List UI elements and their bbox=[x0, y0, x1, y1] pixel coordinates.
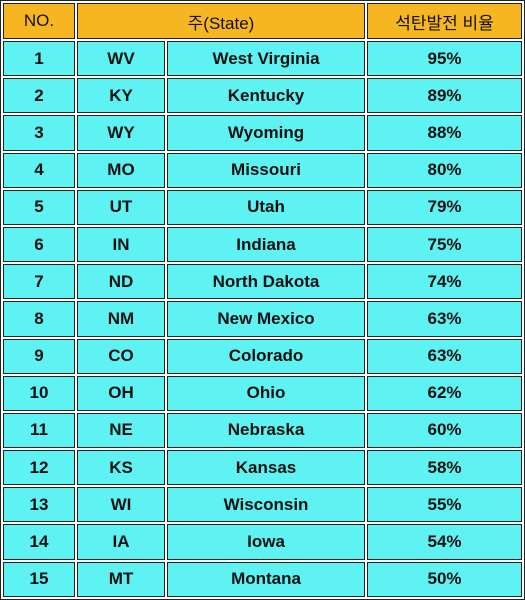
table-cell: Missouri bbox=[167, 152, 366, 188]
table-cell: 4 bbox=[3, 152, 75, 188]
table-cell: 15 bbox=[3, 561, 75, 597]
table-cell: OH bbox=[77, 375, 165, 411]
table-cell: 50% bbox=[367, 561, 522, 597]
table-cell: North Dakota bbox=[167, 264, 366, 300]
header-cell: 석탄발전 비율 bbox=[367, 3, 522, 39]
table-row: 11 NE Nebraska 60% bbox=[3, 412, 522, 449]
table-cell: IA bbox=[77, 524, 165, 560]
table-cell: 95% bbox=[367, 41, 522, 77]
table-row: 13 WI Wisconsin 55% bbox=[3, 487, 522, 523]
table-cell: 2 bbox=[3, 78, 75, 114]
table-cell: 62% bbox=[367, 375, 522, 411]
table-row: 1 WV West Virginia 95% bbox=[3, 41, 522, 77]
table-cell: 88% bbox=[367, 115, 522, 151]
table-cell: IN bbox=[77, 226, 165, 263]
table-cell: 6 bbox=[3, 226, 75, 263]
table-cell: NE bbox=[77, 412, 165, 449]
table-cell: New Mexico bbox=[167, 301, 366, 337]
table-row: 15 MT Montana 50% bbox=[3, 561, 522, 597]
table-row: 4 MO Missouri 80% bbox=[3, 152, 522, 188]
table-cell: 80% bbox=[367, 152, 522, 188]
table-cell: Nebraska bbox=[167, 412, 366, 449]
table-cell: 58% bbox=[367, 450, 522, 486]
table-cell: KS bbox=[77, 450, 165, 486]
table-cell: 89% bbox=[367, 78, 522, 114]
table-cell: 54% bbox=[367, 524, 522, 560]
table-row: 7 ND North Dakota 74% bbox=[3, 264, 522, 300]
table-cell: NM bbox=[77, 301, 165, 337]
table-cell: 14 bbox=[3, 524, 75, 560]
table-cell: 55% bbox=[367, 487, 522, 523]
table-cell: Utah bbox=[167, 189, 366, 225]
header-cell: 주(State) bbox=[77, 3, 366, 39]
table-cell: West Virginia bbox=[167, 41, 366, 77]
table-cell: CO bbox=[77, 338, 165, 374]
table-cell: 7 bbox=[3, 264, 75, 300]
table-cell: 11 bbox=[3, 412, 75, 449]
table-row: 5 UT Utah 79% bbox=[3, 189, 522, 225]
table-cell: Ohio bbox=[167, 375, 366, 411]
table-cell: 74% bbox=[367, 264, 522, 300]
table-row: 2 KY Kentucky 89% bbox=[3, 78, 522, 114]
table-cell: 63% bbox=[367, 301, 522, 337]
table-cell: 12 bbox=[3, 450, 75, 486]
table-row: 9 CO Colorado 63% bbox=[3, 338, 522, 374]
table-row: 8 NM New Mexico 63% bbox=[3, 301, 522, 337]
header-row: NO. 주(State) 석탄발전 비율 bbox=[3, 3, 522, 39]
table-cell: 1 bbox=[3, 41, 75, 77]
table-cell: MO bbox=[77, 152, 165, 188]
table-cell: 75% bbox=[367, 226, 522, 263]
header-cell: NO. bbox=[3, 3, 75, 39]
table-row: 10 OH Ohio 62% bbox=[3, 375, 522, 411]
table-cell: Montana bbox=[167, 561, 366, 597]
table-cell: Colorado bbox=[167, 338, 366, 374]
table-cell: 13 bbox=[3, 487, 75, 523]
table-body: 1 WV West Virginia 95% 2 KY Kentucky 89% 3 WY Wyom… bbox=[3, 41, 522, 597]
table-cell: 9 bbox=[3, 338, 75, 374]
table-cell: 10 bbox=[3, 375, 75, 411]
table-cell: 8 bbox=[3, 301, 75, 337]
table-cell: KY bbox=[77, 78, 165, 114]
table-cell: 63% bbox=[367, 338, 522, 374]
table-row: 14 IA Iowa 54% bbox=[3, 524, 522, 560]
table-cell: WI bbox=[77, 487, 165, 523]
table-cell: WY bbox=[77, 115, 165, 151]
table-cell: Wyoming bbox=[167, 115, 366, 151]
table-cell: ND bbox=[77, 264, 165, 300]
table-cell: Kansas bbox=[167, 450, 366, 486]
table-cell: WV bbox=[77, 41, 165, 77]
table-row: 3 WY Wyoming 88% bbox=[3, 115, 522, 151]
table-cell: 79% bbox=[367, 189, 522, 225]
table-cell: Wisconsin bbox=[167, 487, 366, 523]
table-cell: 5 bbox=[3, 189, 75, 225]
table-cell: Iowa bbox=[167, 524, 366, 560]
table-cell: MT bbox=[77, 561, 165, 597]
table-cell: Kentucky bbox=[167, 78, 366, 114]
table-cell: Indiana bbox=[167, 226, 366, 263]
table-row: 6 IN Indiana 75% bbox=[3, 226, 522, 263]
table-row: 12 KS Kansas 58% bbox=[3, 450, 522, 486]
table-cell: 60% bbox=[367, 412, 522, 449]
table-cell: 3 bbox=[3, 115, 75, 151]
table-header: NO. 주(State) 석탄발전 비율 bbox=[3, 3, 522, 39]
table-cell: UT bbox=[77, 189, 165, 225]
